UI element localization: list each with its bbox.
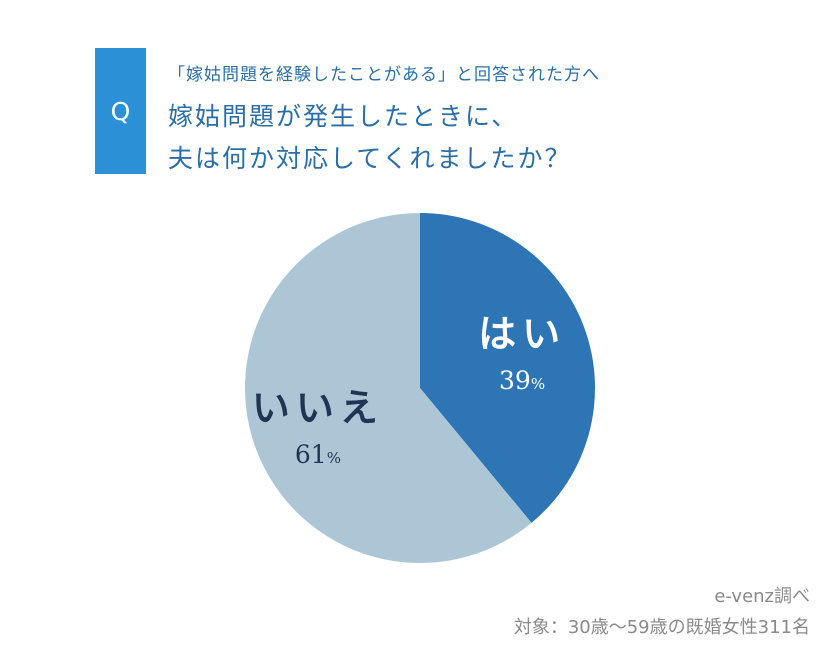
- question-title-line-1: 嫁姑問題が発生したときに、: [168, 102, 519, 131]
- pie-slice-percent-1: 61%: [295, 440, 341, 469]
- pie-slice-label-1: いいえ: [252, 385, 384, 430]
- question-badge: Q: [95, 48, 146, 174]
- question-title-line-2: 夫は何か対応してくれましたか？: [168, 144, 572, 173]
- pie-slice-1: [244, 213, 532, 563]
- source-note: e-venz調べ: [714, 586, 810, 607]
- pie-slice-label-0: はい: [478, 311, 566, 356]
- question-subtitle: 「嫁姑問題を経験したことがある」と回答された方へ: [168, 65, 600, 85]
- pie-slice-0: [420, 213, 595, 523]
- question-title: 嫁姑問題が発生したときに、 夫は何か対応してくれましたか？: [168, 96, 572, 180]
- pie-slice-percent-0: 39%: [499, 366, 545, 395]
- pie-labels: はい 39% いいえ 61%: [252, 311, 566, 469]
- question-letter: Q: [110, 96, 131, 126]
- pie-slices: [244, 213, 595, 563]
- target-note: 対象：30歳〜59歳の既婚女性311名: [513, 617, 810, 638]
